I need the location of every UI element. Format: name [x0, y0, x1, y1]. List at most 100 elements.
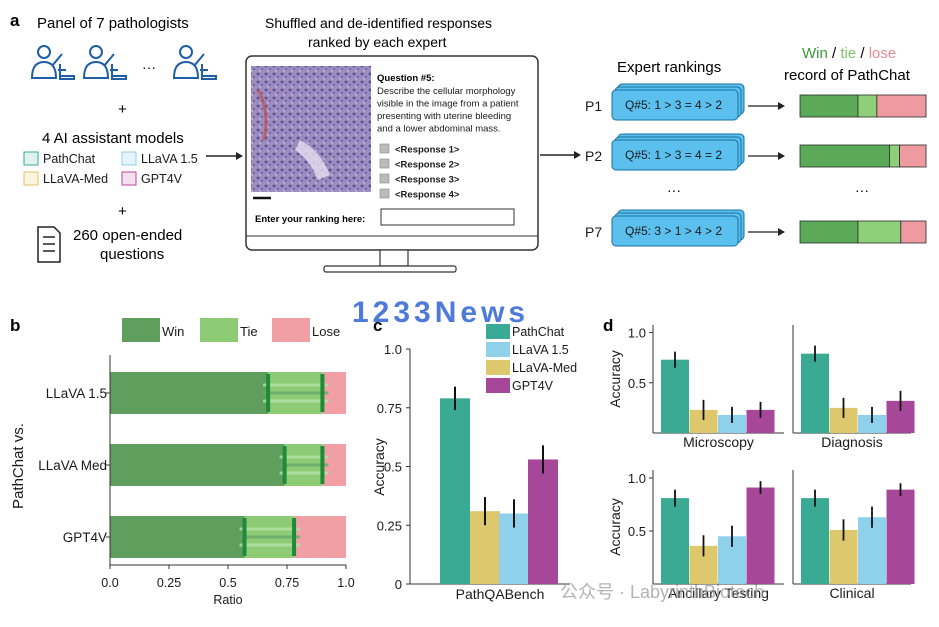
y-tick-label: 1.0 [628, 326, 646, 341]
document-icon [37, 226, 61, 263]
bar-segment [110, 516, 245, 558]
response-checkbox[interactable] [379, 173, 390, 184]
legend-swatch [200, 318, 238, 342]
question-line: and a lower abdominal mass. [377, 124, 501, 135]
legend-swatch [122, 318, 160, 342]
monitor-heading-1: Shuffled and de-identified responses [265, 15, 492, 31]
bar [746, 409, 775, 433]
pathologists-label: Panel of 7 pathologists [37, 15, 189, 32]
response-label: <Response 3> [395, 175, 460, 186]
plus-sign: + [118, 203, 127, 220]
chart-c: 0 0.25 0.5 0.75 1.0 PathQABench Accuracy PathCh… [371, 324, 577, 602]
bar [858, 517, 886, 584]
bar [661, 359, 689, 433]
legend-swatch [272, 318, 310, 342]
model-legend-label: GPT4V [141, 172, 183, 186]
response-checkbox[interactable] [379, 188, 390, 199]
record-subtitle: record of PathChat [784, 67, 911, 84]
category-label: LLaVA Med [38, 458, 107, 473]
y-tick-label: 0.5 [628, 524, 646, 539]
bar [528, 459, 558, 584]
record-tie-label: tie [840, 45, 856, 62]
y-tick-label: 0.5 [628, 376, 646, 391]
record-tie-bar [889, 144, 900, 168]
record-win-bar [799, 220, 859, 244]
ranking-card [611, 215, 739, 247]
pathologist-icon [82, 45, 127, 80]
ranking-rows: P1 Q#5: 1 > 3 = 4 > 2 P2 Q#5: 1 > 3 = 4 = 2… [585, 83, 785, 247]
chart-b: Win Tie Lose LLaVA 1.5 LLaVA Med GPT4V 0.0 0.25… [10, 318, 355, 607]
response-label: <Response 4> [395, 190, 460, 201]
ranking-input[interactable] [380, 208, 515, 226]
arrow-icon [778, 152, 785, 160]
arrow-icon [778, 102, 785, 110]
bar [858, 414, 886, 433]
model-legend-label: LLaVA-Med [43, 172, 108, 186]
ranking-prompt: Enter your ranking here: [255, 214, 365, 225]
question-line: presenting with uterine bleeding [377, 111, 511, 122]
arrow-icon [206, 152, 243, 160]
expert-label: P1 [585, 98, 602, 114]
model-legend-label: LLaVA 1.5 [141, 152, 198, 166]
y-axis-label: Accuracy [607, 498, 623, 556]
legend-swatch [486, 360, 510, 375]
legend-swatch [486, 378, 510, 393]
model-legend-swatch [23, 151, 39, 166]
category-label: LLaVA 1.5 [46, 386, 107, 401]
bar [718, 414, 746, 433]
pathologist-icon [172, 45, 217, 80]
watermark-bottom: 公众号 · LabyrinthBiotech [560, 582, 764, 602]
expert-label: P2 [585, 148, 602, 164]
y-axis-label: Accuracy [607, 350, 623, 408]
question-title: Question #5: [377, 73, 435, 84]
model-legend-swatch [121, 171, 137, 186]
record-separator: / [856, 45, 869, 62]
x-tick-label: Ancillary Testing [668, 585, 769, 601]
bar-segment [294, 516, 346, 558]
chart-d: 0.5 1.0 Accuracy Microscopy Diagnosis 0.5 1.0 A… [607, 325, 915, 601]
response-label: <Response 1> [395, 145, 460, 156]
response-checkbox[interactable] [379, 143, 390, 154]
legend-label: GPT4V [512, 379, 554, 393]
bar [661, 498, 689, 584]
x-tick-label: Microscopy [683, 434, 754, 450]
y-axis-label: PathChat vs. [10, 423, 27, 509]
pathologists-ellipsis: ··· [142, 59, 156, 75]
record-lose-bar [900, 220, 927, 244]
legend-swatch [486, 324, 510, 339]
y-tick-label: 0 [395, 577, 402, 592]
response-checkbox[interactable] [379, 158, 390, 169]
model-legend-swatch [23, 171, 39, 186]
record-lose-label: lose [869, 45, 897, 62]
record-lose-bar [899, 144, 927, 168]
questions-line-1: 260 open-ended [73, 227, 182, 244]
record-tie-bar [857, 220, 902, 244]
x-tick-label: Clinical [829, 585, 874, 601]
arrow-icon [540, 151, 581, 159]
rankings-title: Expert rankings [617, 59, 721, 76]
record-win-bar [799, 144, 890, 168]
legend-label: Lose [312, 324, 340, 339]
models-title: 4 AI assistant models [42, 130, 184, 147]
ranking-text: Q#5: 3 > 1 > 4 > 2 [625, 224, 722, 238]
category-label: GPT4V [63, 530, 107, 545]
record-win-bar [799, 94, 859, 118]
bar [440, 398, 470, 584]
record-separator: / [828, 45, 841, 62]
questions-line-2: questions [100, 246, 164, 263]
legend-label: LLaVA 1.5 [512, 343, 569, 357]
record-tie-bar [857, 94, 878, 118]
x-axis-label: Ratio [213, 593, 242, 607]
record-lose-bar [876, 94, 927, 118]
record-win-label: Win [802, 45, 828, 62]
model-legend: PathChat LLaVA 1.5 LLaVA-Med GPT4V [23, 151, 198, 186]
x-tick-label: 0.25 [157, 576, 181, 590]
x-tick-label: 1.0 [337, 576, 354, 590]
legend-label: LLaVA-Med [512, 361, 577, 375]
rankings-ellipsis: ··· [667, 182, 681, 198]
y-tick-label: 1.0 [384, 342, 402, 357]
pathologist-icons [30, 45, 217, 80]
record-ellipsis: ··· [855, 182, 869, 198]
response-list: <Response 1> <Response 2> <Response 3> <Res… [379, 143, 460, 201]
ranking-text: Q#5: 1 > 3 = 4 = 2 [625, 148, 722, 162]
